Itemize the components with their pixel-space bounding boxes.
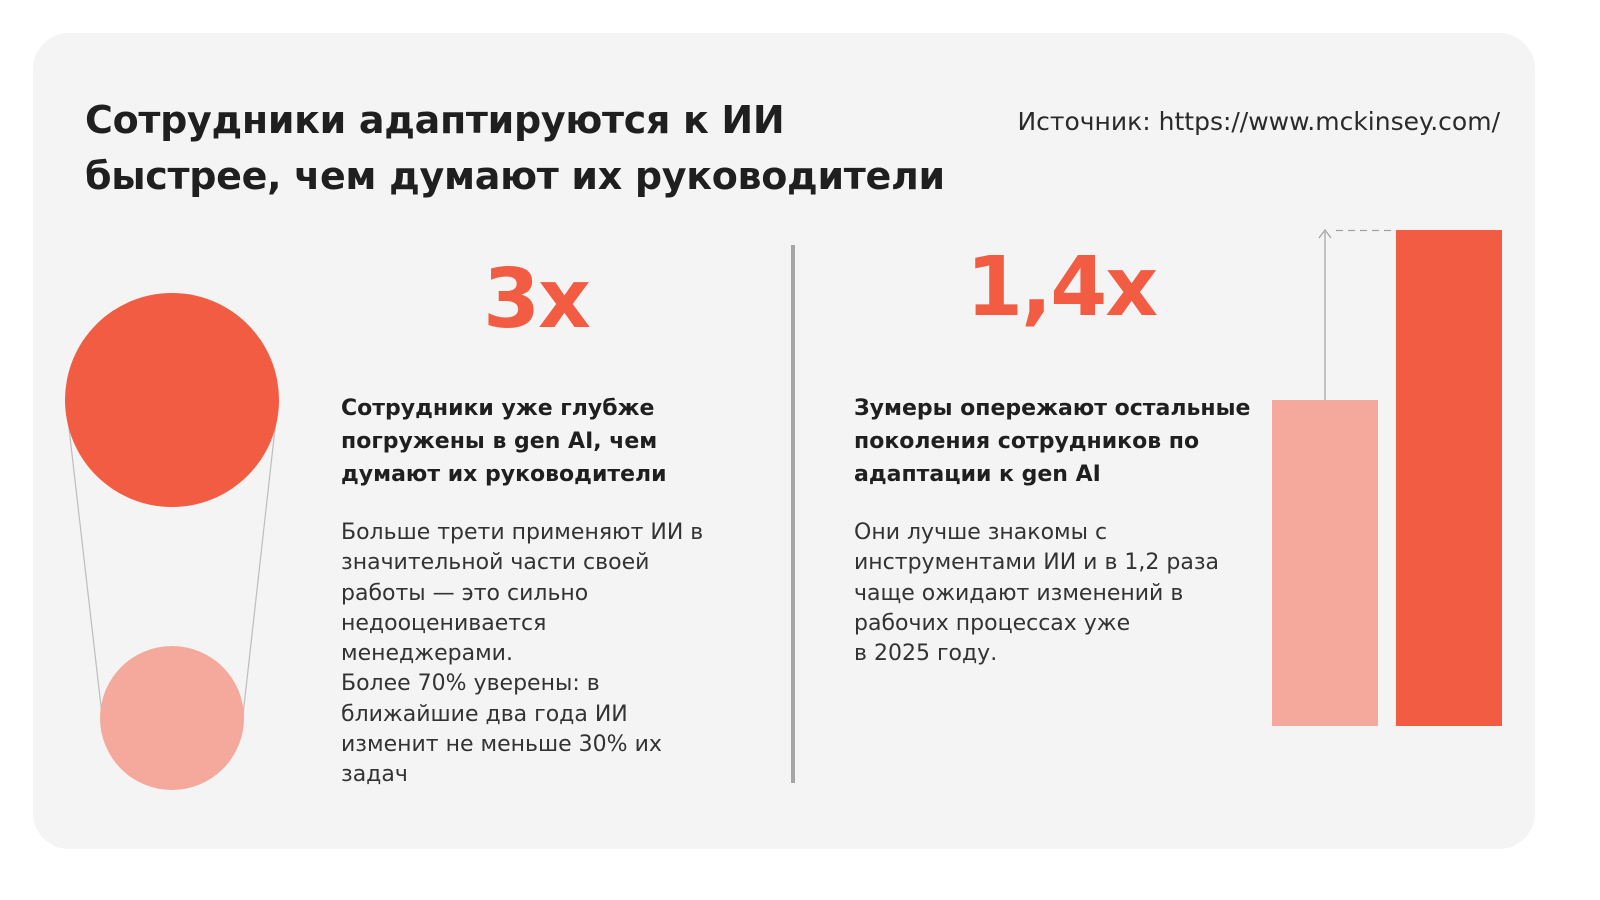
body-right-line: рабочих процессах уже: [854, 610, 1131, 636]
stat-value-left: 3x: [483, 252, 591, 347]
body-right-line: в 2025 году.: [854, 641, 998, 667]
body-left-line: значительной части своей: [341, 550, 650, 576]
source-link: Источник: https://www.mckinsey.com/: [1017, 107, 1500, 136]
heading-right-line: адаптации к gen AI: [854, 462, 1101, 487]
body-left-line: изменит не меньше 30% их: [341, 732, 662, 758]
stat-description-left: Больше трети применяют ИИ в значительной…: [341, 518, 751, 791]
page-title: Сотрудники адаптируются к ИИ быстрее, че…: [85, 92, 965, 204]
title-line-1: Сотрудники адаптируются к ИИ: [85, 98, 785, 142]
tall-bar: [1396, 230, 1502, 726]
large-circle: [65, 293, 279, 507]
stat-heading-right: Зумеры опережают остальные поколения сот…: [854, 392, 1274, 491]
body-left-line: Более 70% уверены: в: [341, 671, 600, 697]
bars-comparison-graphic: [1272, 229, 1502, 726]
short-bar: [1272, 400, 1378, 726]
heading-right-line: Зумеры опережают остальные: [854, 396, 1251, 421]
body-left-line: ближайшие два года ИИ: [341, 701, 628, 727]
body-right-line: инструментами ИИ и в 1,2 раза: [854, 550, 1220, 576]
heading-left-line: погружены в gen AI, чем: [341, 429, 658, 454]
stat-heading-left: Сотрудники уже глубже погружены в gen AI…: [341, 392, 701, 491]
body-left-line: работы — это сильно: [341, 580, 589, 606]
body-left-line: менеджерами.: [341, 641, 513, 667]
growth-arrow-head: [1318, 229, 1332, 239]
connector-line-right: [242, 401, 279, 716]
small-circle: [100, 646, 244, 790]
body-left-line: задач: [341, 762, 408, 788]
connector-line-left: [65, 401, 103, 716]
heading-left-line: думают их руководители: [341, 462, 667, 487]
stat-description-right: Они лучше знакомы с инструментами ИИ и в…: [854, 518, 1264, 669]
title-line-2: быстрее, чем думают их руководители: [85, 154, 945, 198]
body-right-line: чаще ожидают изменений в: [854, 580, 1184, 606]
body-left-line: недооценивается: [341, 610, 547, 636]
body-right-line: Они лучше знакомы с: [854, 520, 1108, 545]
body-left-line: Больше трети применяют ИИ в: [341, 520, 704, 545]
column-divider: [791, 245, 795, 783]
circles-comparison-graphic: [65, 293, 279, 790]
heading-right-line: поколения сотрудников по: [854, 429, 1200, 454]
heading-left-line: Сотрудники уже глубже: [341, 396, 655, 421]
stat-value-right: 1,4x: [966, 240, 1158, 335]
